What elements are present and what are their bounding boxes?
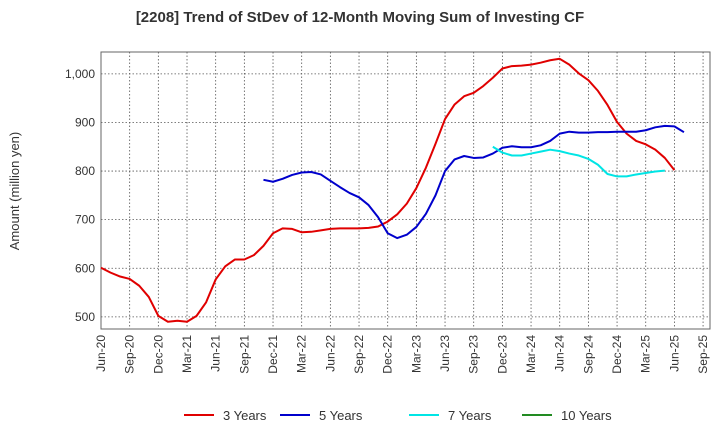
x-tick-label: Sep-24: [581, 335, 595, 374]
x-tick-label: Jun-21: [209, 335, 223, 372]
grid: [101, 52, 710, 329]
legend: 3 Years 5 Years 7 Years 10 Years: [184, 408, 612, 423]
legend-label: 10 Years: [561, 408, 612, 423]
y-tick-label: 800: [75, 164, 95, 178]
x-tick-label: Mar-25: [639, 335, 653, 373]
x-tick-label: Mar-24: [524, 335, 538, 373]
x-axis-ticks: Jun-20 Sep-20 Dec-20 Mar-21 Jun-21 Sep-21 Dec-…: [94, 335, 710, 374]
x-tick-label: Mar-23: [409, 335, 423, 373]
x-tick-label: Dec-20: [151, 335, 165, 374]
x-tick-label: Jun-20: [94, 335, 108, 372]
x-tick-label: Sep-25: [696, 335, 710, 374]
series-line-7-years: [492, 145, 665, 178]
series-line-3-years: [100, 57, 676, 323]
x-tick-label: Jun-22: [323, 335, 337, 372]
series-line-5-years: [263, 124, 685, 240]
x-tick-label: Mar-21: [180, 335, 194, 373]
x-tick-label: Mar-22: [295, 335, 309, 373]
x-tick-label: Jun-23: [438, 335, 452, 372]
x-tick-label: Sep-23: [467, 335, 481, 374]
x-tick-label: Dec-23: [495, 335, 509, 374]
x-tick-label: Dec-24: [610, 335, 624, 374]
legend-label: 7 Years: [448, 408, 492, 423]
y-tick-label: 700: [75, 213, 95, 227]
legend-label: 5 Years: [319, 408, 363, 423]
series-lines: [100, 57, 685, 323]
y-tick-label: 1,000: [65, 67, 95, 81]
x-tick-label: Sep-22: [352, 335, 366, 374]
x-tick-label: Jun-25: [667, 335, 681, 372]
y-tick-label: 500: [75, 310, 95, 324]
chart-title: [2208] Trend of StDev of 12-Month Moving…: [136, 9, 584, 26]
legend-label: 3 Years: [223, 408, 267, 423]
x-tick-label: Sep-20: [123, 335, 137, 374]
x-tick-label: Dec-21: [266, 335, 280, 374]
x-tick-label: Jun-24: [553, 335, 567, 372]
y-axis-ticks: 500 600 700 800 900 1,000: [65, 67, 95, 324]
y-tick-label: 900: [75, 115, 95, 129]
y-tick-label: 600: [75, 261, 95, 275]
plot-area: [100, 51, 711, 330]
x-tick-label: Sep-21: [237, 335, 251, 374]
x-tick-label: Dec-22: [381, 335, 395, 374]
y-axis-label: Amount (million yen): [7, 132, 22, 251]
